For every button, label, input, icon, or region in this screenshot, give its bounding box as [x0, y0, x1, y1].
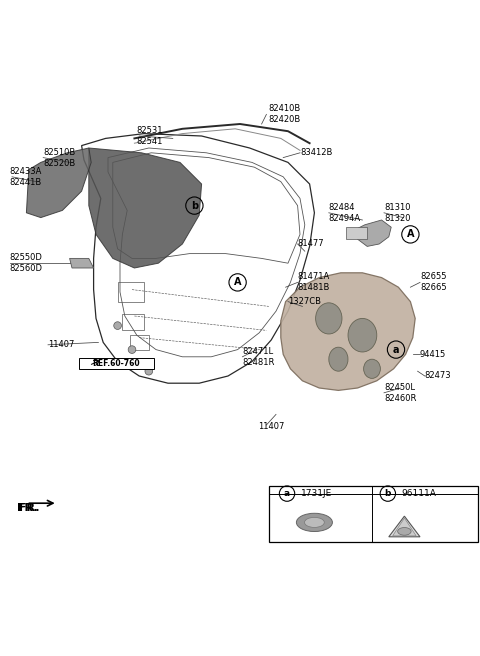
Text: REF.60-760: REF.60-760 — [93, 359, 140, 368]
Text: 1327CB: 1327CB — [288, 297, 321, 306]
Text: A: A — [407, 230, 414, 239]
Text: 81310
81320: 81310 81320 — [384, 203, 410, 223]
Text: 82550D
82560D: 82550D 82560D — [10, 253, 43, 274]
Text: 82471L
82481R: 82471L 82481R — [242, 347, 275, 367]
Polygon shape — [70, 258, 94, 268]
Text: a: a — [284, 489, 290, 498]
Text: 96111A: 96111A — [401, 489, 436, 498]
Bar — [130, 335, 149, 350]
Text: FR.: FR. — [19, 503, 40, 513]
Circle shape — [145, 367, 153, 375]
Text: 11407: 11407 — [48, 340, 74, 349]
Text: b: b — [191, 201, 198, 211]
Text: FR.: FR. — [17, 503, 37, 513]
Bar — [79, 358, 154, 369]
Text: 82473: 82473 — [425, 371, 451, 380]
Ellipse shape — [329, 347, 348, 371]
Polygon shape — [281, 273, 415, 390]
Text: 94415: 94415 — [420, 350, 446, 359]
Bar — [346, 227, 367, 239]
Ellipse shape — [397, 527, 411, 535]
Bar — [269, 486, 478, 542]
Text: 82510B
82520B: 82510B 82520B — [43, 148, 75, 168]
Bar — [118, 282, 144, 302]
Polygon shape — [89, 148, 202, 268]
Ellipse shape — [316, 303, 342, 334]
Text: 82433A
82441B: 82433A 82441B — [10, 167, 42, 187]
Text: b: b — [384, 489, 391, 498]
Polygon shape — [389, 516, 420, 537]
Ellipse shape — [364, 359, 380, 379]
Circle shape — [114, 321, 121, 329]
Bar — [122, 314, 144, 331]
Text: 82484
82494A: 82484 82494A — [329, 203, 361, 223]
Text: 82531
82541: 82531 82541 — [137, 126, 163, 146]
Polygon shape — [393, 518, 416, 536]
Text: 81471A
81481B: 81471A 81481B — [298, 272, 330, 293]
Circle shape — [128, 346, 136, 354]
Text: 1731JE: 1731JE — [300, 489, 332, 498]
Text: 11407: 11407 — [258, 422, 284, 431]
Text: 82410B
82420B: 82410B 82420B — [269, 104, 301, 125]
Text: 82655
82665: 82655 82665 — [420, 272, 446, 293]
Text: 81477: 81477 — [298, 239, 324, 249]
Ellipse shape — [348, 318, 377, 352]
Text: A: A — [234, 277, 241, 287]
Polygon shape — [26, 148, 91, 218]
Text: 83412B: 83412B — [300, 148, 332, 157]
Ellipse shape — [297, 513, 333, 531]
Polygon shape — [355, 220, 391, 247]
Text: 82450L
82460R: 82450L 82460R — [384, 382, 416, 403]
Ellipse shape — [304, 518, 324, 527]
Text: a: a — [393, 344, 399, 355]
